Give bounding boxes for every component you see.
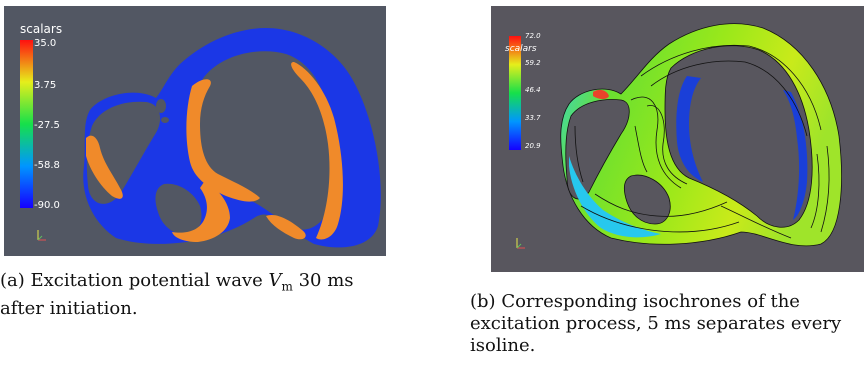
cavity-bottom-a xyxy=(155,183,202,235)
colorbar-tick-a-4: -58.8 xyxy=(34,160,60,171)
colorbar-b xyxy=(509,36,521,150)
colorbar-tick-a-2: 3.75 xyxy=(34,80,57,91)
colorbar-tick-b-max: 72.0 xyxy=(525,32,541,40)
colorbar-tick-a-min: -90.0 xyxy=(34,200,60,211)
cavity-right-b xyxy=(565,99,630,200)
caption-b-text: Corresponding isochrones of the excitati… xyxy=(470,291,842,356)
wavefront-base-a xyxy=(266,214,306,240)
figure-a-canvas xyxy=(20,28,381,248)
figure-b-canvas xyxy=(509,23,842,247)
caption-a-text: Excitation potential wave xyxy=(30,270,263,291)
isolines-b xyxy=(574,44,830,239)
colorbar-tick-b-4: 33.7 xyxy=(525,114,541,122)
wavefront-lateral-a xyxy=(291,62,343,240)
figure-b-render: scalars 72.0 59.2 46.4 33.7 20.9 xyxy=(491,6,864,272)
figure-a-render: scalars 35.0 3.75 -27.5 -58.8 -90.0 xyxy=(4,6,386,256)
blue-band-right-b xyxy=(783,90,808,220)
caption-a: (a) Excitation potential wave Vm 30 ms a… xyxy=(0,270,390,320)
cyan-region-b xyxy=(569,156,661,238)
caption-b: (b) Corresponding isochrones of the exci… xyxy=(470,291,864,357)
caption-a-label: (a) xyxy=(0,270,25,291)
caption-a-tail: 30 ms after initiation. xyxy=(0,270,354,319)
wavefront-rv-a xyxy=(86,135,123,199)
colorbar-tick-b-2: 59.2 xyxy=(525,59,541,67)
orientation-axes-icon xyxy=(37,230,46,241)
caption-b-label: (b) xyxy=(470,291,496,312)
colorbar-tick-a-3: -27.5 xyxy=(34,120,60,131)
caption-a-variable: V xyxy=(268,270,282,291)
caption-a-subscript: m xyxy=(281,279,293,294)
wavefront-apex-a xyxy=(172,182,230,242)
early-activation-patch-b xyxy=(593,89,609,99)
cavity-left-b xyxy=(664,45,813,228)
blue-band-left-b xyxy=(676,76,703,182)
wavefront-septum-a xyxy=(186,79,260,202)
colorbar-a xyxy=(20,40,33,208)
orientation-axes-icon-b xyxy=(516,238,525,249)
colorbar-tick-a-max: 35.0 xyxy=(34,38,57,49)
colorbar-tick-b-min: 20.9 xyxy=(525,142,541,150)
colorbar-title-b: scalars xyxy=(505,44,537,54)
colorbar-tick-b-3: 46.4 xyxy=(525,86,541,94)
cavity-bottom-b xyxy=(623,174,671,225)
colorbar-title-a: scalars xyxy=(20,22,63,36)
